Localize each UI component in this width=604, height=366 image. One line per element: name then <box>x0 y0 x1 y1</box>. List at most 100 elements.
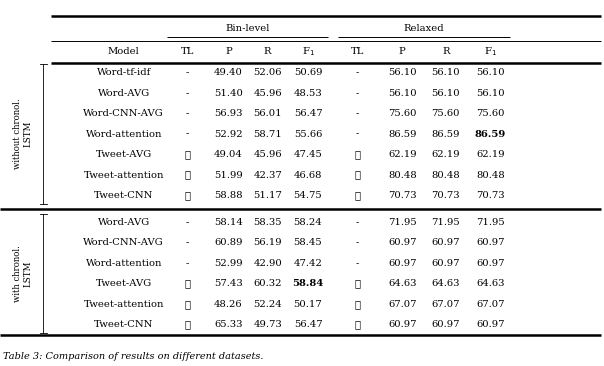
Text: 62.19: 62.19 <box>476 150 505 159</box>
Text: 47.42: 47.42 <box>294 259 323 268</box>
Text: 67.07: 67.07 <box>476 300 505 309</box>
Text: -: - <box>185 130 189 139</box>
Text: -: - <box>185 89 189 98</box>
Text: Relaxed: Relaxed <box>403 25 445 33</box>
Text: -: - <box>185 218 189 227</box>
Text: 56.47: 56.47 <box>294 109 323 118</box>
Text: 62.19: 62.19 <box>431 150 460 159</box>
Text: 56.10: 56.10 <box>388 68 417 77</box>
Text: 64.63: 64.63 <box>388 279 417 288</box>
Text: 55.66: 55.66 <box>294 130 322 139</box>
Text: -: - <box>356 130 359 139</box>
Text: Word-attention: Word-attention <box>86 259 162 268</box>
Text: without chronol.
LSTM: without chronol. LSTM <box>13 99 33 169</box>
Text: ✓: ✓ <box>184 171 190 179</box>
Text: with chronol.
LSTM: with chronol. LSTM <box>13 245 33 302</box>
Text: 60.97: 60.97 <box>476 259 505 268</box>
Text: 60.97: 60.97 <box>388 238 417 247</box>
Text: P: P <box>225 48 232 56</box>
Text: 80.48: 80.48 <box>431 171 460 179</box>
Text: 51.17: 51.17 <box>253 191 282 200</box>
Text: 60.97: 60.97 <box>431 320 460 329</box>
Text: 56.10: 56.10 <box>431 89 460 98</box>
Text: 70.73: 70.73 <box>388 191 417 200</box>
Text: 64.63: 64.63 <box>476 279 505 288</box>
Text: 60.97: 60.97 <box>388 320 417 329</box>
Text: 56.10: 56.10 <box>431 68 460 77</box>
Text: 57.43: 57.43 <box>214 279 243 288</box>
Text: R: R <box>264 48 271 56</box>
Text: 48.53: 48.53 <box>294 89 323 98</box>
Text: 50.69: 50.69 <box>294 68 323 77</box>
Text: 65.33: 65.33 <box>214 320 243 329</box>
Text: 67.07: 67.07 <box>431 300 460 309</box>
Text: 75.60: 75.60 <box>431 109 460 118</box>
Text: Word-AVG: Word-AVG <box>98 89 150 98</box>
Text: 47.45: 47.45 <box>294 150 323 159</box>
Text: ✓: ✓ <box>184 300 190 309</box>
Text: ✓: ✓ <box>184 150 190 159</box>
Text: 48.26: 48.26 <box>214 300 243 309</box>
Text: 71.95: 71.95 <box>476 218 505 227</box>
Text: 58.35: 58.35 <box>253 218 282 227</box>
Text: 60.32: 60.32 <box>253 279 282 288</box>
Text: 67.07: 67.07 <box>388 300 417 309</box>
Text: 60.97: 60.97 <box>431 259 460 268</box>
Text: -: - <box>185 68 189 77</box>
Text: 45.96: 45.96 <box>253 150 282 159</box>
Text: 71.95: 71.95 <box>431 218 460 227</box>
Text: 80.48: 80.48 <box>388 171 417 179</box>
Text: 58.88: 58.88 <box>214 191 243 200</box>
Text: -: - <box>356 109 359 118</box>
Text: -: - <box>356 259 359 268</box>
Text: Tweet-AVG: Tweet-AVG <box>95 150 152 159</box>
Text: 56.10: 56.10 <box>388 89 417 98</box>
Text: R: R <box>442 48 449 56</box>
Text: 52.24: 52.24 <box>253 300 282 309</box>
Text: ✗: ✗ <box>184 279 190 288</box>
Text: 49.04: 49.04 <box>214 150 243 159</box>
Text: 86.59: 86.59 <box>475 130 506 139</box>
Text: 52.99: 52.99 <box>214 259 243 268</box>
Text: -: - <box>356 218 359 227</box>
Text: 60.97: 60.97 <box>388 259 417 268</box>
Text: 56.19: 56.19 <box>253 238 282 247</box>
Text: -: - <box>356 238 359 247</box>
Text: Word-attention: Word-attention <box>86 130 162 139</box>
Text: 60.97: 60.97 <box>431 238 460 247</box>
Text: Tweet-AVG: Tweet-AVG <box>95 279 152 288</box>
Text: 75.60: 75.60 <box>388 109 417 118</box>
Text: 42.37: 42.37 <box>253 171 282 179</box>
Text: ✗: ✗ <box>355 300 361 309</box>
Text: ✗: ✗ <box>355 191 361 200</box>
Text: 52.06: 52.06 <box>253 68 282 77</box>
Text: 70.73: 70.73 <box>431 191 460 200</box>
Text: Tweet-attention: Tweet-attention <box>83 171 164 179</box>
Text: 58.45: 58.45 <box>294 238 323 247</box>
Text: 58.71: 58.71 <box>253 130 282 139</box>
Text: 64.63: 64.63 <box>431 279 460 288</box>
Text: 56.01: 56.01 <box>253 109 282 118</box>
Text: 49.40: 49.40 <box>214 68 243 77</box>
Text: 86.59: 86.59 <box>388 130 417 139</box>
Text: 60.89: 60.89 <box>214 238 243 247</box>
Text: 58.14: 58.14 <box>214 218 243 227</box>
Text: Word-CNN-AVG: Word-CNN-AVG <box>83 238 164 247</box>
Text: 54.75: 54.75 <box>294 191 323 200</box>
Text: ✓: ✓ <box>355 150 361 159</box>
Text: 50.17: 50.17 <box>294 300 323 309</box>
Text: ✗: ✗ <box>355 279 361 288</box>
Text: Model: Model <box>108 48 140 56</box>
Text: P: P <box>399 48 406 56</box>
Text: 58.24: 58.24 <box>294 218 323 227</box>
Text: 60.97: 60.97 <box>476 238 505 247</box>
Text: 51.99: 51.99 <box>214 171 243 179</box>
Text: 56.10: 56.10 <box>476 68 505 77</box>
Text: TL: TL <box>351 48 364 56</box>
Text: 46.68: 46.68 <box>294 171 323 179</box>
Text: 45.96: 45.96 <box>253 89 282 98</box>
Text: F$_1$: F$_1$ <box>301 46 315 58</box>
Text: -: - <box>185 238 189 247</box>
Text: 80.48: 80.48 <box>476 171 505 179</box>
Text: 62.19: 62.19 <box>388 150 417 159</box>
